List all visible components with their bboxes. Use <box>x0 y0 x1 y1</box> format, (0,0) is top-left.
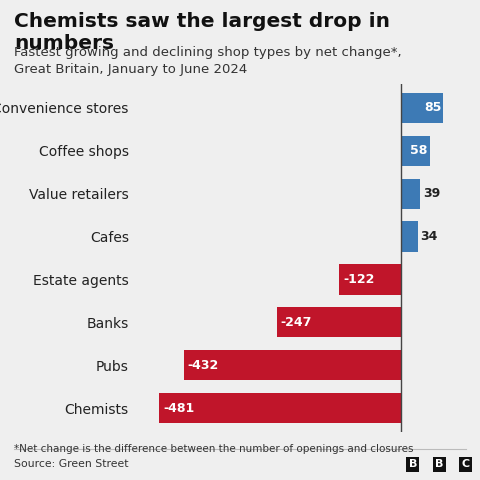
Text: Chemists saw the largest drop in numbers: Chemists saw the largest drop in numbers <box>14 12 390 53</box>
Bar <box>184 350 401 381</box>
Bar <box>401 221 418 252</box>
Text: B: B <box>408 459 417 469</box>
Text: -432: -432 <box>188 359 219 372</box>
Text: -247: -247 <box>281 316 312 329</box>
Bar <box>401 179 420 209</box>
Text: C: C <box>462 459 469 469</box>
Text: 34: 34 <box>420 230 438 243</box>
Text: 39: 39 <box>423 187 440 200</box>
Bar <box>401 93 444 123</box>
Text: *Net change is the difference between the number of openings and closures: *Net change is the difference between th… <box>14 444 414 454</box>
Text: Source: Green Street: Source: Green Street <box>14 459 129 469</box>
Text: Fastest growing and declining shop types by net change*,
Great Britain, January : Fastest growing and declining shop types… <box>14 46 402 76</box>
Bar <box>276 307 401 337</box>
Text: -122: -122 <box>343 273 375 286</box>
Text: 58: 58 <box>410 144 428 157</box>
Text: -481: -481 <box>163 402 194 415</box>
Bar <box>339 264 401 295</box>
Text: B: B <box>435 459 444 469</box>
Text: 85: 85 <box>424 101 441 114</box>
Bar <box>159 393 401 423</box>
Bar <box>401 135 430 166</box>
